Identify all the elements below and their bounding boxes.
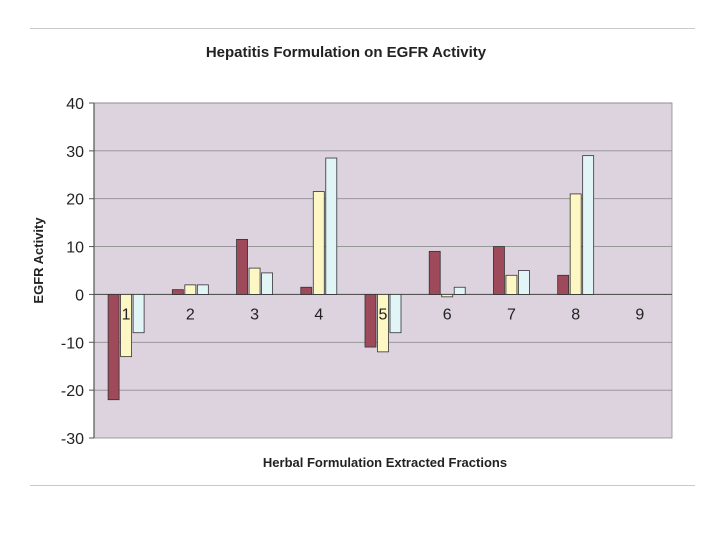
x-tick-label: 1 <box>122 306 131 323</box>
y-tick-label: -20 <box>61 383 84 400</box>
bar-6-s2 <box>441 294 454 298</box>
y-axis-ticks: -30 -20 -10 0 10 20 30 40 <box>61 96 94 448</box>
bar-5-s1 <box>364 294 377 348</box>
bar-2-s1 <box>171 289 184 295</box>
bar-7-s3 <box>518 270 530 295</box>
chart-title: Hepatitis Formulation on EGFR Activity <box>206 44 487 61</box>
bar-8-s2 <box>569 193 582 295</box>
y-tick-label: 10 <box>66 240 84 257</box>
bar-4-s2 <box>312 191 325 295</box>
bar-2-s2 <box>184 284 197 295</box>
bar-5-s3 <box>389 294 402 334</box>
x-tick-label: 9 <box>635 306 644 323</box>
bar-3-s2 <box>248 267 261 295</box>
y-tick-label: 40 <box>66 96 84 113</box>
y-tick-label: 20 <box>66 192 84 209</box>
bar-1-s1 <box>107 294 120 401</box>
y-tick-label: -30 <box>61 431 84 448</box>
bar-5-s2 <box>377 294 389 353</box>
bar-3-s3 <box>261 272 273 295</box>
x-tick-label: 5 <box>379 306 388 323</box>
bar-2-s3 <box>196 284 209 295</box>
bar-4-s1 <box>300 286 313 295</box>
bar-7-s2 <box>505 274 518 295</box>
x-axis-label: Herbal Formulation Extracted Fractions <box>263 455 507 470</box>
x-tick-label: 4 <box>314 306 323 323</box>
bar-6-s3 <box>453 286 466 295</box>
top-border-line <box>30 28 695 29</box>
bar-4-s3 <box>325 157 338 295</box>
x-tick-label: 6 <box>443 306 452 323</box>
y-tick-label: 30 <box>66 144 84 161</box>
bar-1-s2 <box>120 294 133 358</box>
bars <box>107 155 595 401</box>
x-tick-label: 3 <box>250 306 259 323</box>
bar-8-s1 <box>557 274 570 295</box>
x-tick-label: 7 <box>507 306 516 323</box>
y-tick-label: -10 <box>61 335 84 352</box>
bar-6-s1 <box>428 250 441 295</box>
bottom-border-line <box>30 485 695 486</box>
x-tick-label: 8 <box>571 306 580 323</box>
x-tick-label: 2 <box>186 306 195 323</box>
y-tick-label: 0 <box>75 287 84 304</box>
bar-7-s1 <box>493 246 505 295</box>
bar-3-s1 <box>236 238 248 295</box>
bar-8-s3 <box>582 155 595 295</box>
x-axis-ticks: 1 2 3 4 5 6 7 8 9 <box>122 306 645 323</box>
y-axis-label: EGFR Activity <box>31 217 46 304</box>
bar-1-s3 <box>132 294 145 334</box>
